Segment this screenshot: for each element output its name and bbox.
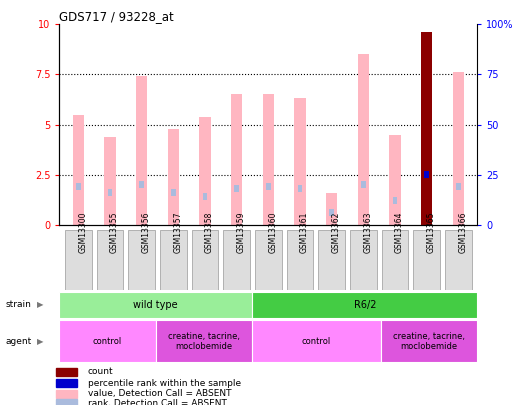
FancyBboxPatch shape: [59, 320, 156, 362]
Bar: [56, 399, 76, 405]
Text: GSM13361: GSM13361: [300, 211, 309, 252]
Bar: [73, 115, 84, 225]
Bar: [361, 181, 366, 188]
Bar: [263, 94, 274, 225]
Bar: [234, 185, 239, 192]
Text: control: control: [302, 337, 331, 346]
FancyBboxPatch shape: [59, 292, 252, 318]
Bar: [171, 189, 176, 196]
Text: GSM13300: GSM13300: [78, 211, 87, 253]
Bar: [136, 77, 147, 225]
Text: value, Detection Call = ABSENT: value, Detection Call = ABSENT: [88, 389, 232, 398]
Bar: [56, 379, 76, 387]
Text: creatine, tacrine,
moclobemide: creatine, tacrine, moclobemide: [168, 332, 240, 351]
Text: ▶: ▶: [37, 337, 44, 346]
Bar: [139, 181, 144, 188]
Text: percentile rank within the sample: percentile rank within the sample: [88, 379, 241, 388]
Bar: [56, 390, 76, 398]
Bar: [326, 193, 337, 225]
Text: agent: agent: [5, 337, 31, 346]
Bar: [390, 134, 400, 225]
Text: GSM13359: GSM13359: [237, 211, 246, 253]
FancyBboxPatch shape: [255, 230, 282, 290]
FancyBboxPatch shape: [381, 230, 409, 290]
Bar: [231, 94, 242, 225]
Text: GSM13355: GSM13355: [110, 211, 119, 253]
Bar: [266, 183, 271, 190]
Bar: [456, 183, 461, 190]
FancyBboxPatch shape: [128, 230, 155, 290]
Text: GSM13363: GSM13363: [363, 211, 373, 253]
Bar: [168, 128, 179, 225]
Text: GSM13364: GSM13364: [395, 211, 404, 253]
FancyBboxPatch shape: [223, 230, 250, 290]
Text: R6/2: R6/2: [353, 300, 376, 310]
Text: wild type: wild type: [134, 300, 178, 310]
Bar: [298, 185, 302, 192]
Text: GSM13356: GSM13356: [142, 211, 151, 253]
Text: creatine, tacrine,
moclobemide: creatine, tacrine, moclobemide: [393, 332, 465, 351]
FancyBboxPatch shape: [445, 230, 472, 290]
Text: GSM13357: GSM13357: [173, 211, 182, 253]
Bar: [104, 136, 116, 225]
FancyBboxPatch shape: [191, 230, 218, 290]
Bar: [393, 197, 397, 204]
FancyBboxPatch shape: [252, 320, 381, 362]
FancyBboxPatch shape: [350, 230, 377, 290]
Text: GSM13360: GSM13360: [268, 211, 277, 253]
Text: strain: strain: [5, 300, 31, 309]
Text: count: count: [88, 367, 114, 376]
Bar: [108, 189, 112, 196]
Text: GSM13362: GSM13362: [332, 211, 341, 252]
Text: ▶: ▶: [37, 300, 44, 309]
Bar: [295, 98, 305, 225]
Bar: [329, 209, 334, 216]
Text: GSM13365: GSM13365: [427, 211, 436, 253]
FancyBboxPatch shape: [413, 230, 440, 290]
Bar: [421, 32, 432, 225]
FancyBboxPatch shape: [252, 292, 477, 318]
FancyBboxPatch shape: [65, 230, 92, 290]
FancyBboxPatch shape: [381, 320, 477, 362]
FancyBboxPatch shape: [286, 230, 313, 290]
FancyBboxPatch shape: [156, 320, 252, 362]
Text: rank, Detection Call = ABSENT: rank, Detection Call = ABSENT: [88, 399, 227, 405]
Bar: [453, 72, 464, 225]
Text: GSM13358: GSM13358: [205, 211, 214, 252]
Bar: [76, 183, 80, 190]
FancyBboxPatch shape: [96, 230, 123, 290]
Text: GDS717 / 93228_at: GDS717 / 93228_at: [59, 10, 174, 23]
Bar: [424, 171, 429, 178]
FancyBboxPatch shape: [318, 230, 345, 290]
Bar: [200, 117, 211, 225]
Bar: [358, 54, 369, 225]
Text: GSM13366: GSM13366: [458, 211, 467, 253]
Bar: [56, 368, 76, 376]
Text: control: control: [93, 337, 122, 346]
FancyBboxPatch shape: [160, 230, 187, 290]
Bar: [203, 193, 207, 200]
